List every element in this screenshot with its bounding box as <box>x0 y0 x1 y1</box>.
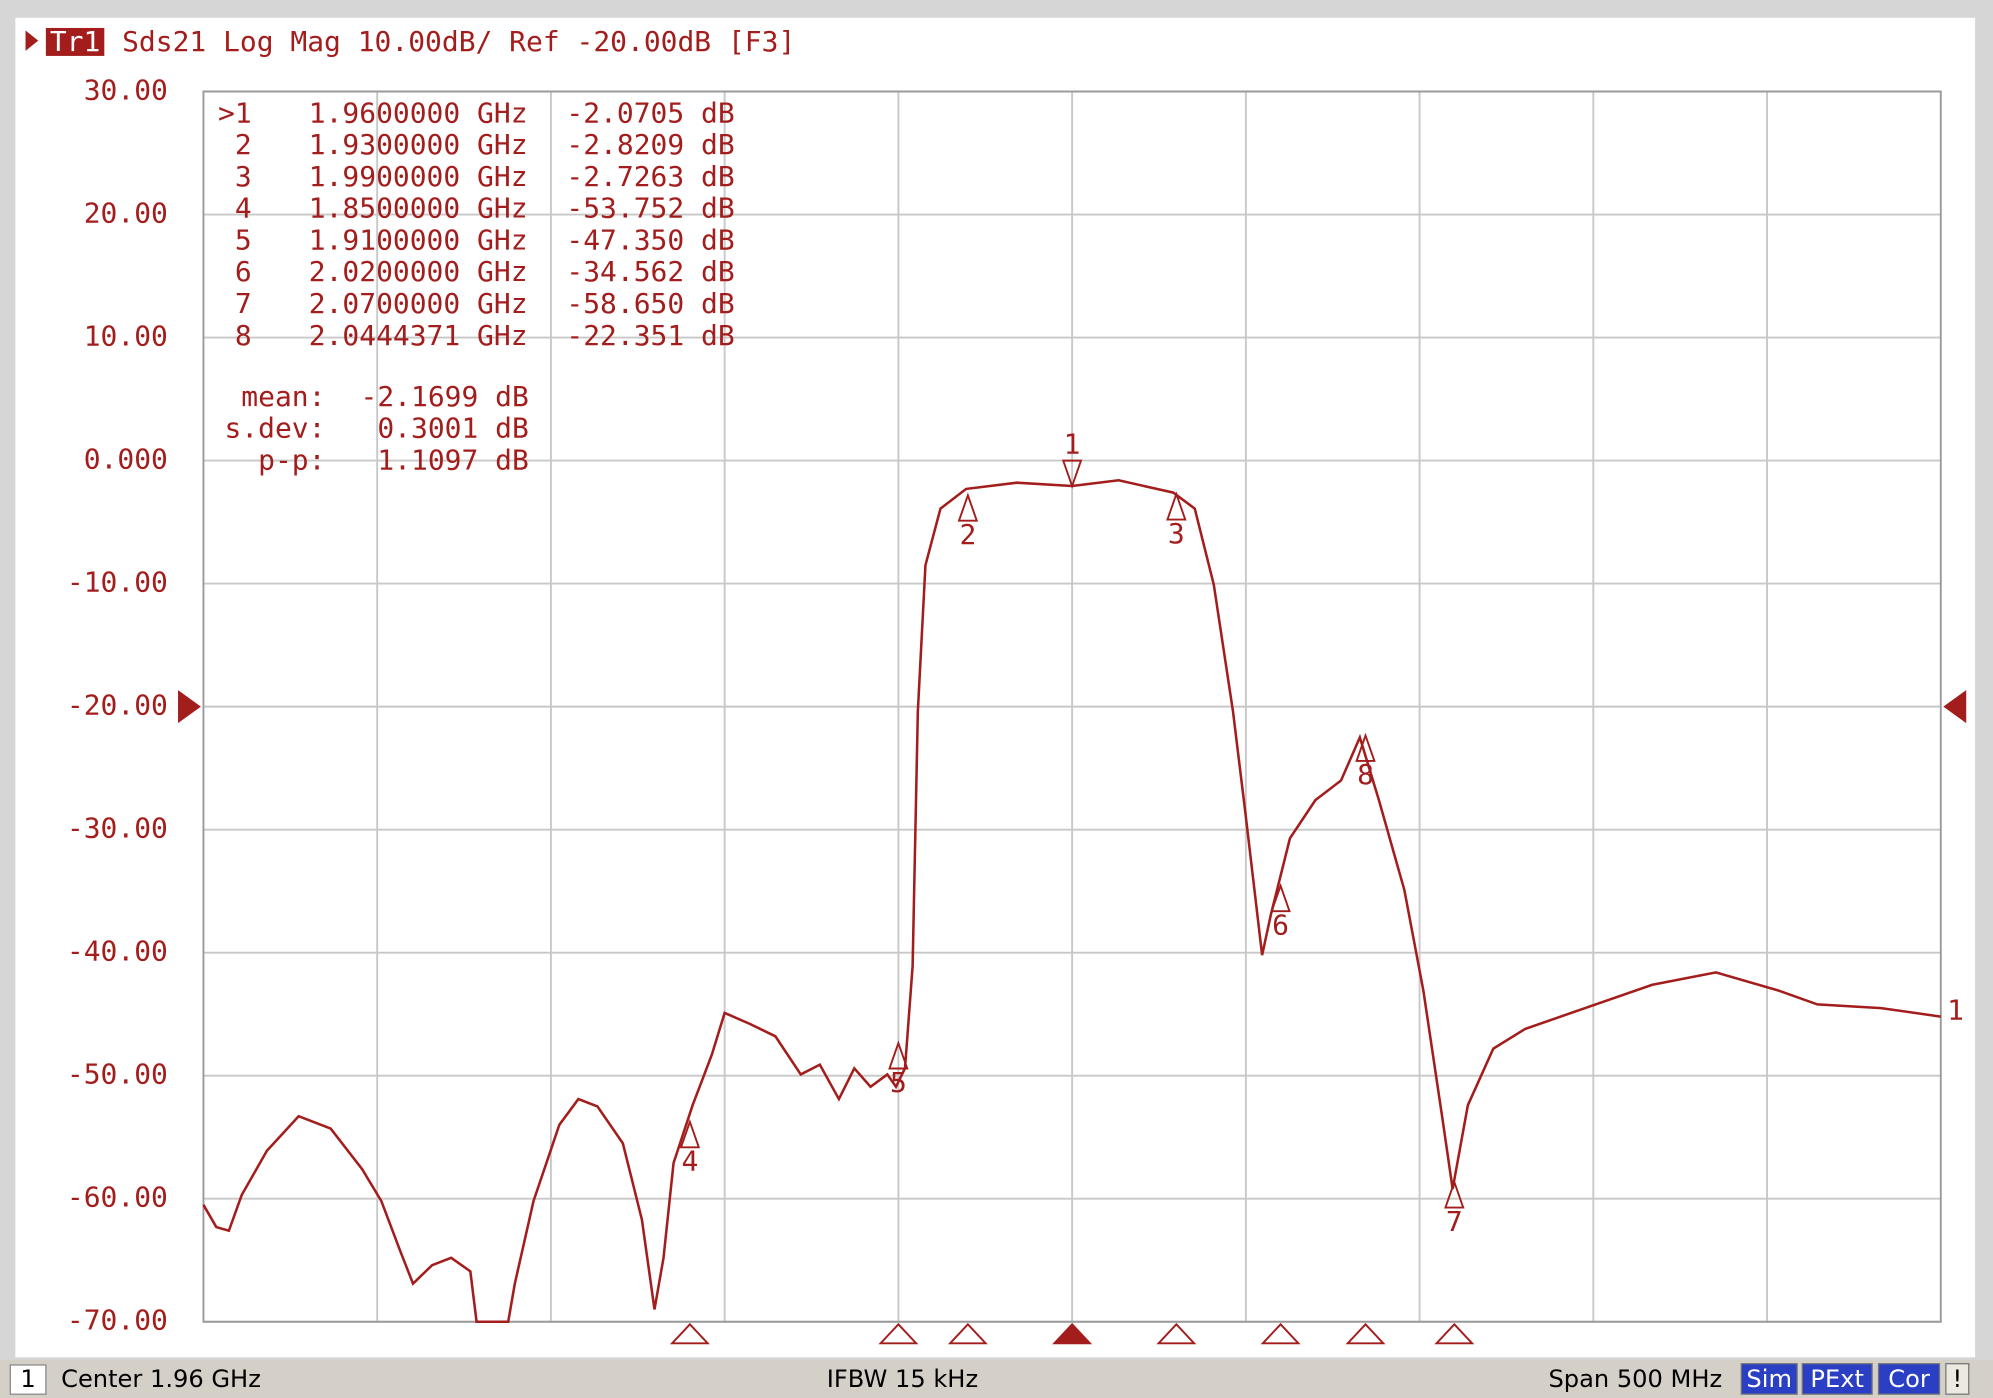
span: Span 500 MHz <box>1548 1365 1722 1393</box>
stat-label: p-p: <box>258 443 325 476</box>
y-tick-label: 20.00 <box>84 197 168 230</box>
marker-label: 3 <box>1168 517 1185 550</box>
marker-frequency: 1.8500000 GHz <box>309 192 528 225</box>
marker-position <box>878 1322 919 1345</box>
screen-bg <box>15 17 1976 1358</box>
ref-arrow-right <box>1943 690 1967 724</box>
stat-label: s.dev: <box>224 412 325 445</box>
plot: 30.00 20.00 10.00 0.000 -10.00 -20.00 -30.00 -4… <box>67 74 1967 1345</box>
trace <box>202 478 1941 1324</box>
stat-value: 0.3001 dB <box>377 412 528 445</box>
marker-name: 3 <box>235 160 252 193</box>
trace-title: Sds21 Log Mag 10.00dB/ Ref -20.00dB [F3] <box>122 25 795 58</box>
marker-frequency: 2.0444371 GHz <box>309 319 528 352</box>
marker-value: -47.350 dB <box>566 223 734 256</box>
marker-frequency: 1.9900000 GHz <box>309 160 528 193</box>
marker-frequency: 2.0700000 GHz <box>309 287 528 320</box>
marker-name: 6 <box>235 255 252 288</box>
marker <box>957 492 979 522</box>
marker-value: -58.650 dB <box>566 287 734 320</box>
marker-name: 5 <box>235 223 252 256</box>
status-badge: PExt <box>1810 1365 1864 1393</box>
status-badge-bg <box>1801 1363 1873 1395</box>
marker-label: 2 <box>959 518 976 551</box>
y-tick-label: -70.00 <box>67 1304 168 1337</box>
marker <box>1061 459 1083 489</box>
marker-position <box>1156 1322 1197 1345</box>
marker-frequency: 1.9300000 GHz <box>309 128 528 161</box>
center: Center 1.96 GHz <box>61 1365 261 1393</box>
trace-pointer <box>25 30 39 51</box>
marker <box>888 1040 909 1070</box>
marker-value: -53.752 dB <box>566 192 734 225</box>
trace-end-label: 1 <box>1947 994 1964 1027</box>
y-tick-label: -20.00 <box>67 689 168 722</box>
marker-name: 8 <box>235 319 252 352</box>
marker <box>1444 1179 1465 1209</box>
marker-label: 7 <box>1446 1205 1463 1238</box>
marker-label: 5 <box>890 1066 907 1099</box>
marker-name: 7 <box>235 287 252 320</box>
ifbw: IFBW 15 kHz <box>827 1365 978 1393</box>
plot-frame <box>202 90 1942 1323</box>
y-tick-label: -50.00 <box>67 1058 168 1091</box>
marker <box>1166 491 1187 521</box>
trace-badge-bg <box>45 27 105 56</box>
status-badge-bg <box>1740 1363 1798 1395</box>
marker-position <box>1345 1322 1386 1345</box>
marker-value: -34.562 dB <box>566 255 734 288</box>
status-bar <box>0 1359 1993 1398</box>
y-tick-label: -40.00 <box>67 935 168 968</box>
y-tick-label: -60.00 <box>67 1181 168 1214</box>
marker-label: 1 <box>1064 427 1081 460</box>
marker-value: -2.8209 dB <box>566 128 734 161</box>
trace-badge: Tr1 <box>50 25 101 58</box>
marker-value: -2.7263 dB <box>566 160 734 193</box>
status-badge-bg <box>1945 1363 1970 1395</box>
stat-value: 1.1097 dB <box>377 443 528 476</box>
marker-name: >1 <box>218 96 252 129</box>
marker <box>1355 732 1376 762</box>
channel: 1 <box>20 1365 35 1393</box>
y-tick-label: -10.00 <box>67 566 168 599</box>
marker-value: -2.0705 dB <box>566 96 734 129</box>
marker <box>679 1118 701 1149</box>
marker-position <box>1260 1322 1301 1345</box>
y-tick-label: 30.00 <box>84 74 168 107</box>
marker-name: 4 <box>235 192 252 225</box>
marker-position <box>1434 1322 1475 1345</box>
y-tick-label: -30.00 <box>67 812 168 845</box>
status-badge: ! <box>1952 1365 1962 1393</box>
status-badges: Sim PExt Cor! <box>1740 1363 1970 1395</box>
marker-label: 8 <box>1357 758 1374 791</box>
ref-arrow-left <box>178 690 201 724</box>
marker-value: -22.351 dB <box>566 319 734 352</box>
channel-box <box>9 1364 47 1395</box>
marker-frequency: 1.9600000 GHz <box>309 96 528 129</box>
marker-frequency: 1.9100000 GHz <box>309 223 528 256</box>
marker-name: 2 <box>235 128 252 161</box>
marker-position <box>1052 1322 1093 1345</box>
y-tick-label: 0.000 <box>84 443 168 476</box>
status-badge: Sim <box>1746 1365 1792 1393</box>
marker-position <box>947 1322 988 1345</box>
marker-label: 6 <box>1272 908 1289 941</box>
marker-position <box>669 1322 710 1345</box>
y-tick-label: 10.00 <box>84 320 168 353</box>
marker-label: 4 <box>681 1145 698 1178</box>
status-badge: Cor <box>1888 1365 1930 1393</box>
stat-label: mean: <box>241 380 325 413</box>
stat-value: -2.1699 dB <box>361 380 529 413</box>
status-badge-bg <box>1877 1363 1941 1395</box>
marker-frequency: 2.0200000 GHz <box>309 255 528 288</box>
marker <box>1270 882 1291 913</box>
